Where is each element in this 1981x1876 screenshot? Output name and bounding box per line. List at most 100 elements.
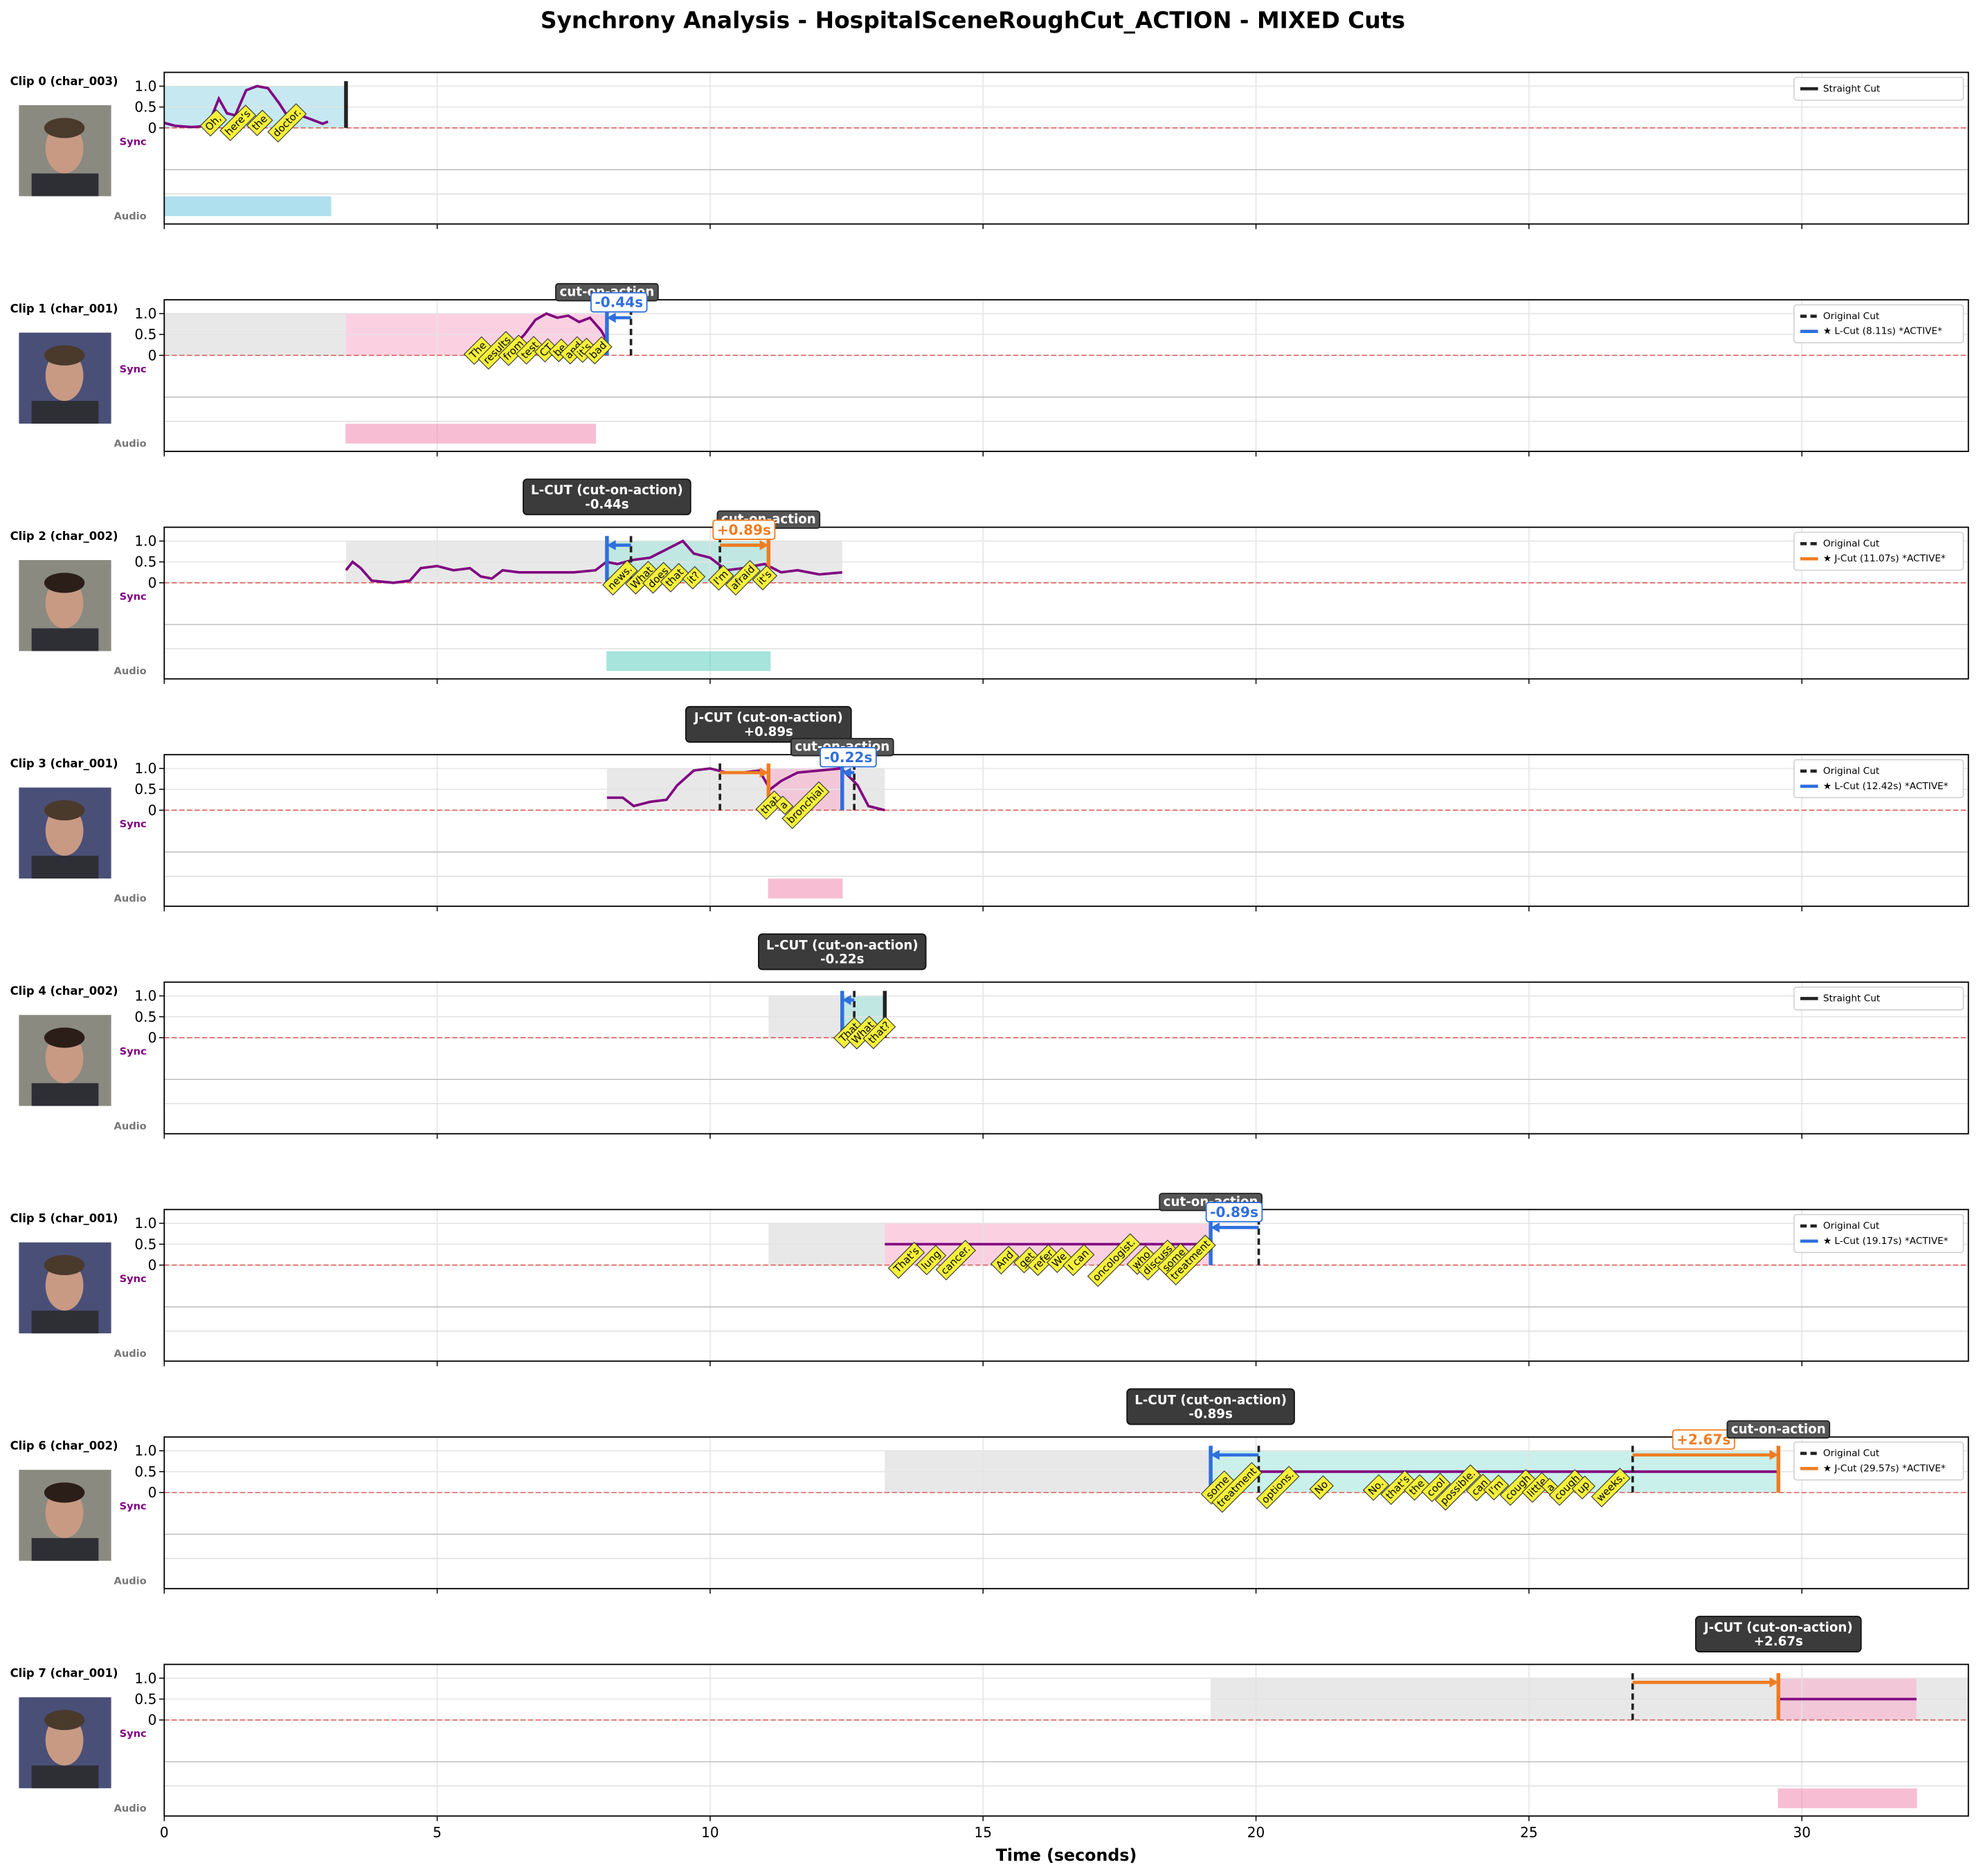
word-box [1465, 1473, 1494, 1501]
word-box [752, 565, 778, 590]
panel-frame [163, 299, 1969, 453]
banner-box [685, 705, 852, 743]
legend-box [1793, 1214, 1964, 1254]
word-box [887, 1241, 925, 1279]
annotation: -0.44s [590, 291, 648, 313]
offset-box [712, 519, 776, 541]
word-box [1434, 1464, 1481, 1511]
banner-text: J-CUT (cut-on-action) [693, 711, 843, 725]
word: The [463, 336, 493, 366]
legend-box [1793, 1441, 1964, 1481]
x-tick-label: 15 [974, 1824, 992, 1841]
sync-label: Sync [120, 1501, 147, 1513]
word-box [1062, 1244, 1095, 1277]
banner-text: J-CUT (cut-on-action) [1703, 1621, 1853, 1635]
y-tick-label: 0.5 [134, 1463, 156, 1480]
banner-text: +2.67s [1754, 1634, 1803, 1649]
word-box [1211, 1462, 1263, 1513]
offset-label: -0.44s [595, 294, 643, 311]
thumbnail-hair [44, 1027, 85, 1048]
audio-label: Audio [114, 1348, 147, 1360]
legend-box [1793, 986, 1964, 1011]
audio-label: Audio [114, 1803, 147, 1814]
clip-label: Clip 2 (char_002) [10, 530, 118, 543]
word-box [1483, 1474, 1510, 1501]
thumbnail [19, 560, 111, 651]
offset-label: -0.22s [824, 749, 873, 766]
chart-title: Synchrony Analysis - HospitalSceneRoughC… [541, 8, 1405, 34]
thumbnail-body [31, 856, 99, 879]
offset-box [820, 747, 877, 768]
audio-label: Audio [114, 1575, 147, 1587]
tag-label: cut-on-action [1731, 1422, 1826, 1436]
word-box [990, 1245, 1020, 1274]
panel-frame [163, 754, 1969, 908]
audio-label: Audio [114, 210, 147, 222]
x-tick-label: 5 [433, 1824, 442, 1841]
banner-text: L-CUT (cut-on-action) [1134, 1393, 1287, 1407]
word-box [1256, 1465, 1300, 1510]
word-box [1591, 1468, 1631, 1508]
word: a [774, 795, 794, 815]
thumbnail [19, 787, 111, 879]
y-tick-label: 0.5 [134, 554, 156, 570]
sync-curve [345, 539, 842, 584]
annotation: L-CUT (cut-on-action)-0.22s [758, 933, 927, 971]
sync-label: Sync [120, 1273, 147, 1285]
legend-label: Original Cut [1823, 766, 1880, 777]
thumbnail [19, 105, 111, 197]
y-tick-label: 0.5 [134, 1690, 156, 1707]
y-tick-label: 1.0 [134, 533, 156, 550]
y-tick-label: 0 [148, 120, 157, 136]
y-tick-label: 0.5 [134, 326, 156, 343]
clip-label: Clip 1 (char_001) [10, 302, 118, 315]
legend-label: Original Cut [1823, 1448, 1880, 1459]
offset-box [590, 291, 648, 313]
word-box [1421, 1472, 1451, 1503]
word-box [708, 564, 734, 591]
word-box [781, 781, 830, 829]
panel-frame [163, 71, 1969, 225]
legend-box [1793, 304, 1964, 343]
annotation: L-CUT (cut-on-action)-0.89s [1126, 1388, 1295, 1425]
thumbnail-hair [44, 1710, 85, 1731]
arrow-head [606, 312, 616, 323]
word-box [1309, 1475, 1334, 1500]
y-tick-label: 1.0 [134, 305, 156, 322]
thumbnail-body [31, 173, 99, 197]
offset-label: +2.67s [1676, 1431, 1730, 1447]
word: No [1309, 1475, 1334, 1500]
panel-frame [163, 1209, 1969, 1362]
banner-box [1126, 1388, 1295, 1425]
thumbnail-hair [44, 1482, 85, 1503]
banner-text: -0.44s [585, 497, 628, 512]
thumbnail-hair [44, 345, 85, 366]
sync-label: Sync [120, 136, 147, 147]
audio-band [1778, 1788, 1917, 1809]
legend-label: ★ J-Cut (11.07s) *ACTIVE* [1823, 553, 1946, 564]
sync-label: Sync [120, 591, 147, 603]
banner-box [1694, 1616, 1862, 1653]
word-box [246, 109, 273, 136]
y-tick-label: 0.5 [134, 1009, 156, 1025]
word-box [584, 336, 613, 365]
sync-label: Sync [120, 818, 147, 830]
x-tick-label: 30 [1793, 1824, 1811, 1841]
word-box [1404, 1474, 1431, 1501]
arrow-head [759, 540, 769, 550]
thumbnail-body [31, 628, 99, 651]
word-box [1165, 1234, 1216, 1286]
word: cool [1421, 1472, 1451, 1503]
y-tick-label: 0.5 [134, 781, 156, 797]
y-tick-label: 1.0 [134, 1215, 156, 1232]
clip-label: Clip 0 (char_003) [10, 75, 118, 88]
legend-label: ★ L-Cut (12.42s) *ACTIVE* [1823, 781, 1948, 792]
y-tick-label: 0 [148, 1712, 157, 1729]
sync-label: Sync [120, 363, 147, 375]
legend-label: ★ L-Cut (19.17s) *ACTIVE* [1823, 1236, 1948, 1247]
word-box [219, 105, 257, 141]
